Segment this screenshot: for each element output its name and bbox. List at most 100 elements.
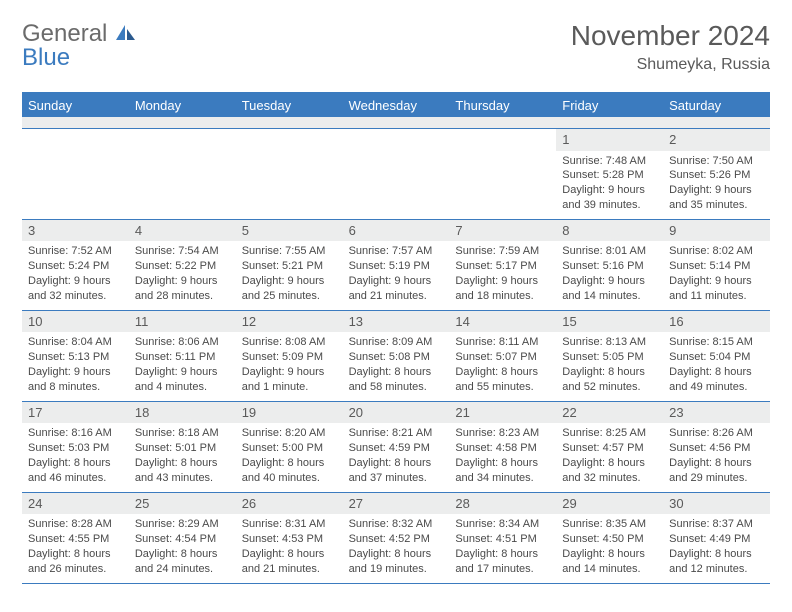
daylight-text: and 46 minutes.	[28, 471, 123, 486]
daylight-text: and 12 minutes.	[669, 562, 764, 577]
day-number: 16	[663, 311, 770, 333]
day-number: 25	[129, 493, 236, 515]
day-cell: 8Sunrise: 8:01 AMSunset: 5:16 PMDaylight…	[556, 220, 663, 310]
day-number: 11	[129, 311, 236, 333]
calendar-page: General Blue November 2024 Shumeyka, Rus…	[0, 0, 792, 594]
sunrise-text: Sunrise: 8:01 AM	[562, 244, 657, 259]
sunset-text: Sunset: 5:00 PM	[242, 441, 337, 456]
day-cell: 24Sunrise: 8:28 AMSunset: 4:55 PMDayligh…	[22, 493, 129, 583]
daylight-text: and 17 minutes.	[455, 562, 550, 577]
sunrise-text: Sunrise: 8:28 AM	[28, 517, 123, 532]
daylight-text: and 55 minutes.	[455, 380, 550, 395]
daylight-text: Daylight: 8 hours	[349, 547, 444, 562]
daylight-text: Daylight: 8 hours	[455, 547, 550, 562]
daylight-text: Daylight: 9 hours	[669, 274, 764, 289]
day-number: 18	[129, 402, 236, 424]
day-cell	[22, 129, 129, 219]
sunset-text: Sunset: 5:26 PM	[669, 168, 764, 183]
sunset-text: Sunset: 5:13 PM	[28, 350, 123, 365]
daylight-text: and 58 minutes.	[349, 380, 444, 395]
logo: General Blue	[22, 20, 137, 72]
sunset-text: Sunset: 4:52 PM	[349, 532, 444, 547]
day-cell: 13Sunrise: 8:09 AMSunset: 5:08 PMDayligh…	[343, 311, 450, 401]
day-cell: 25Sunrise: 8:29 AMSunset: 4:54 PMDayligh…	[129, 493, 236, 583]
sunset-text: Sunset: 5:11 PM	[135, 350, 230, 365]
daylight-text: Daylight: 9 hours	[455, 274, 550, 289]
sunset-text: Sunset: 5:17 PM	[455, 259, 550, 274]
daylight-text: Daylight: 8 hours	[562, 365, 657, 380]
daylight-text: Daylight: 8 hours	[28, 547, 123, 562]
daylight-text: Daylight: 8 hours	[349, 365, 444, 380]
day-cell: 26Sunrise: 8:31 AMSunset: 4:53 PMDayligh…	[236, 493, 343, 583]
spacer-row	[22, 117, 770, 129]
sunrise-text: Sunrise: 8:37 AM	[669, 517, 764, 532]
day-cell: 5Sunrise: 7:55 AMSunset: 5:21 PMDaylight…	[236, 220, 343, 310]
week-row: 17Sunrise: 8:16 AMSunset: 5:03 PMDayligh…	[22, 402, 770, 493]
sunrise-text: Sunrise: 8:08 AM	[242, 335, 337, 350]
sunset-text: Sunset: 4:56 PM	[669, 441, 764, 456]
sunrise-text: Sunrise: 8:16 AM	[28, 426, 123, 441]
sunrise-text: Sunrise: 7:50 AM	[669, 154, 764, 169]
sunset-text: Sunset: 5:22 PM	[135, 259, 230, 274]
sunrise-text: Sunrise: 8:34 AM	[455, 517, 550, 532]
week-row: 24Sunrise: 8:28 AMSunset: 4:55 PMDayligh…	[22, 493, 770, 584]
sunset-text: Sunset: 5:24 PM	[28, 259, 123, 274]
day-number: 23	[663, 402, 770, 424]
day-cell: 12Sunrise: 8:08 AMSunset: 5:09 PMDayligh…	[236, 311, 343, 401]
day-cell	[129, 129, 236, 219]
sunrise-text: Sunrise: 8:20 AM	[242, 426, 337, 441]
daylight-text: Daylight: 8 hours	[669, 547, 764, 562]
logo-general: General	[22, 20, 107, 47]
day-cell: 3Sunrise: 7:52 AMSunset: 5:24 PMDaylight…	[22, 220, 129, 310]
daylight-text: and 18 minutes.	[455, 289, 550, 304]
day-cell: 4Sunrise: 7:54 AMSunset: 5:22 PMDaylight…	[129, 220, 236, 310]
day-cell: 29Sunrise: 8:35 AMSunset: 4:50 PMDayligh…	[556, 493, 663, 583]
sunrise-text: Sunrise: 8:32 AM	[349, 517, 444, 532]
sunset-text: Sunset: 5:08 PM	[349, 350, 444, 365]
day-cell	[449, 129, 556, 219]
daylight-text: and 21 minutes.	[242, 562, 337, 577]
day-number: 10	[22, 311, 129, 333]
day-cell: 21Sunrise: 8:23 AMSunset: 4:58 PMDayligh…	[449, 402, 556, 492]
daylight-text: Daylight: 8 hours	[28, 456, 123, 471]
daylight-text: and 24 minutes.	[135, 562, 230, 577]
daylight-text: Daylight: 9 hours	[242, 365, 337, 380]
sunset-text: Sunset: 4:49 PM	[669, 532, 764, 547]
sunset-text: Sunset: 4:51 PM	[455, 532, 550, 547]
daylight-text: and 26 minutes.	[28, 562, 123, 577]
day-number: 7	[449, 220, 556, 242]
day-cell: 20Sunrise: 8:21 AMSunset: 4:59 PMDayligh…	[343, 402, 450, 492]
sunset-text: Sunset: 5:05 PM	[562, 350, 657, 365]
day-number: 5	[236, 220, 343, 242]
daylight-text: and 34 minutes.	[455, 471, 550, 486]
day-header-row: Sunday Monday Tuesday Wednesday Thursday…	[22, 94, 770, 117]
day-number: 4	[129, 220, 236, 242]
sunrise-text: Sunrise: 8:29 AM	[135, 517, 230, 532]
day-cell: 18Sunrise: 8:18 AMSunset: 5:01 PMDayligh…	[129, 402, 236, 492]
sunrise-text: Sunrise: 8:09 AM	[349, 335, 444, 350]
daylight-text: and 4 minutes.	[135, 380, 230, 395]
day-cell: 9Sunrise: 8:02 AMSunset: 5:14 PMDaylight…	[663, 220, 770, 310]
sunrise-text: Sunrise: 7:55 AM	[242, 244, 337, 259]
daylight-text: Daylight: 8 hours	[135, 456, 230, 471]
sail-icon	[115, 28, 137, 45]
day-cell: 7Sunrise: 7:59 AMSunset: 5:17 PMDaylight…	[449, 220, 556, 310]
day-number: 17	[22, 402, 129, 424]
sunrise-text: Sunrise: 7:54 AM	[135, 244, 230, 259]
sunrise-text: Sunrise: 7:57 AM	[349, 244, 444, 259]
day-number: 9	[663, 220, 770, 242]
day-number: 29	[556, 493, 663, 515]
daylight-text: and 49 minutes.	[669, 380, 764, 395]
day-number: 3	[22, 220, 129, 242]
daylight-text: Daylight: 8 hours	[349, 456, 444, 471]
weeks-container: 1Sunrise: 7:48 AMSunset: 5:28 PMDaylight…	[22, 129, 770, 584]
dayname: Saturday	[663, 94, 770, 117]
day-cell: 19Sunrise: 8:20 AMSunset: 5:00 PMDayligh…	[236, 402, 343, 492]
daylight-text: and 8 minutes.	[28, 380, 123, 395]
sunset-text: Sunset: 5:09 PM	[242, 350, 337, 365]
sunrise-text: Sunrise: 8:02 AM	[669, 244, 764, 259]
day-number: 15	[556, 311, 663, 333]
dayname: Monday	[129, 94, 236, 117]
day-number: 27	[343, 493, 450, 515]
day-cell: 23Sunrise: 8:26 AMSunset: 4:56 PMDayligh…	[663, 402, 770, 492]
